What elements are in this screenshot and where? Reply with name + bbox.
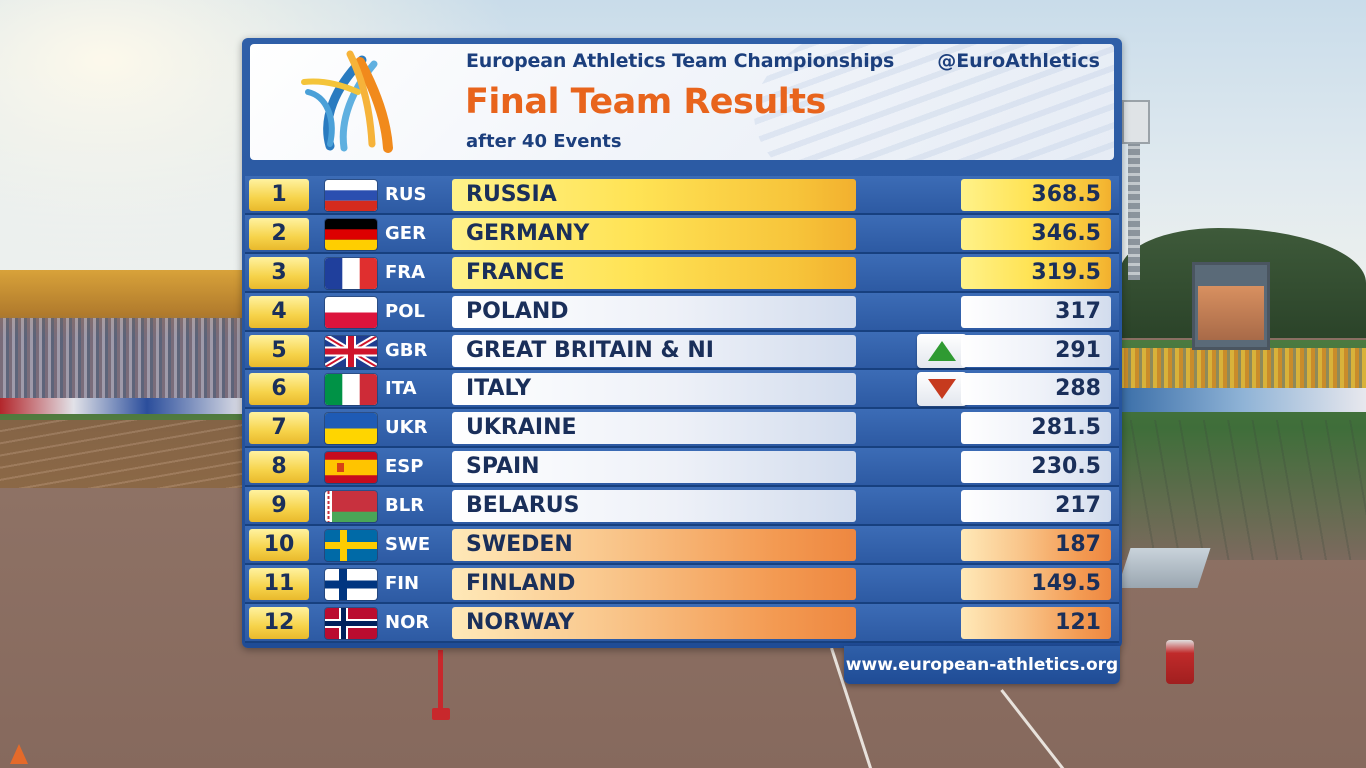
rank: 1 [249,179,309,211]
country-name: SWEDEN [452,529,856,562]
france-flag-icon [325,257,377,289]
rank: 8 [249,451,309,484]
country-code: BLR [385,495,425,517]
team-score: 288 [961,373,1111,406]
floodlight-pole [1128,140,1140,280]
table-row: 4 POL POLAND 317 [245,292,1119,332]
country-name: GERMANY [452,217,856,250]
rank: 11 [249,567,309,600]
results-subtitle: after 40 Events [466,131,622,152]
table-row: 3 FRA FRANCE 319.5 [245,253,1119,293]
table-row: 11 FIN FINLAND 149.5 [245,564,1119,604]
team-score: 187 [961,529,1111,562]
country-code: UKR [385,417,428,439]
rank: 10 [249,529,309,562]
table-row: 2 GER GERMANY 346.5 [245,214,1119,254]
country-name: ITALY [452,373,856,406]
advertising-board-right [1120,388,1366,412]
italy-flag-icon [325,374,377,406]
uk-flag-icon [325,335,377,367]
trash-bin [1166,640,1194,684]
team-score: 121 [961,606,1111,639]
team-score: 281.5 [961,412,1111,445]
table-row: 7 UKR UKRAINE 281.5 [245,409,1119,449]
rank: 6 [249,373,309,406]
crowd-left [0,318,245,413]
marker-stand-base [432,708,450,720]
arrow-up-icon [928,340,956,361]
rank: 9 [249,490,309,523]
team-score: 346.5 [961,217,1111,250]
country-code: ITA [385,378,417,400]
crowd-right [1120,348,1366,388]
germany-flag-icon [325,218,377,250]
throwing-cage-net [1130,420,1366,560]
advertising-board-left [0,398,245,414]
country-code: RUS [385,184,427,205]
rank: 5 [249,334,309,367]
rank: 2 [249,217,309,250]
marker-stand [438,650,443,716]
rank-change-indicator [917,333,967,368]
country-name: GREAT BRITAIN & NI [452,334,856,367]
table-row: 12 NOR NORWAY 121 [245,603,1119,643]
table-row: 6 ITA ITALY 288 [245,370,1119,410]
social-handle: @EuroAthletics [937,50,1100,72]
country-name: BELARUS [452,490,856,523]
team-score: 230.5 [961,451,1111,484]
team-score: 317 [961,295,1111,328]
country-code: POL [385,300,425,322]
team-score: 291 [961,334,1111,367]
country-name: FRANCE [452,256,856,289]
website-url: www.european-athletics.org [844,646,1120,684]
rank: 7 [249,412,309,445]
results-header [250,44,1114,160]
championship-name: European Athletics Team Championships [466,50,895,72]
team-score: 368.5 [961,179,1111,211]
rank-change-indicator [917,372,967,407]
table-row: 9 BLR BELARUS 217 [245,487,1119,527]
country-name: FINLAND [452,567,856,600]
norway-flag-icon [325,607,377,639]
country-name: SPAIN [452,451,856,484]
team-score: 217 [961,490,1111,523]
country-name: NORWAY [452,606,856,639]
stadium-video-screen-display [1198,286,1264,340]
european-athletics-logo-icon [301,50,393,153]
sweden-flag-icon [325,530,377,562]
russia-flag-icon [325,180,377,211]
results-table: 1 RUS RUSSIA 368.5 2 GER GERMANY 346.5 3… [245,176,1119,643]
country-name: UKRAINE [452,412,856,445]
table-row: 8 ESP SPAIN 230.5 [245,448,1119,488]
rank: 4 [249,295,309,328]
belarus-flag-icon [325,491,377,523]
country-code: FIN [385,572,420,594]
country-code: ESP [385,456,424,478]
header-decoration [754,44,1114,160]
spain-flag-icon [325,452,377,484]
poland-flag-icon [325,296,377,328]
table-row: 5 GBR GREAT BRITAIN & NI 291 [245,331,1119,371]
rank: 12 [249,606,309,639]
table-row: 10 SWE SWEDEN 187 [245,526,1119,565]
country-code: SWE [385,534,431,556]
arrow-down-icon [928,379,956,400]
country-code: GBR [385,339,428,361]
track-lanes-left [0,420,245,495]
ukraine-flag-icon [325,413,377,445]
team-score: 149.5 [961,567,1111,600]
country-code: GER [385,222,426,244]
country-code: FRA [385,261,426,283]
athlete-shelter [1117,548,1211,588]
table-row: 1 RUS RUSSIA 368.5 [245,176,1119,215]
country-name: POLAND [452,295,856,328]
country-name: RUSSIA [452,179,856,211]
rank: 3 [249,256,309,289]
finland-flag-icon [325,568,377,600]
floodlight-head [1122,100,1150,144]
team-score: 319.5 [961,256,1111,289]
country-code: NOR [385,611,430,633]
results-title: Final Team Results [465,82,826,122]
